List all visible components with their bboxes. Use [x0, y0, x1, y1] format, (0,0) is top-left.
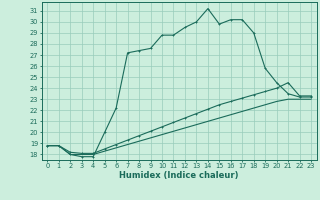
X-axis label: Humidex (Indice chaleur): Humidex (Indice chaleur) [119, 171, 239, 180]
